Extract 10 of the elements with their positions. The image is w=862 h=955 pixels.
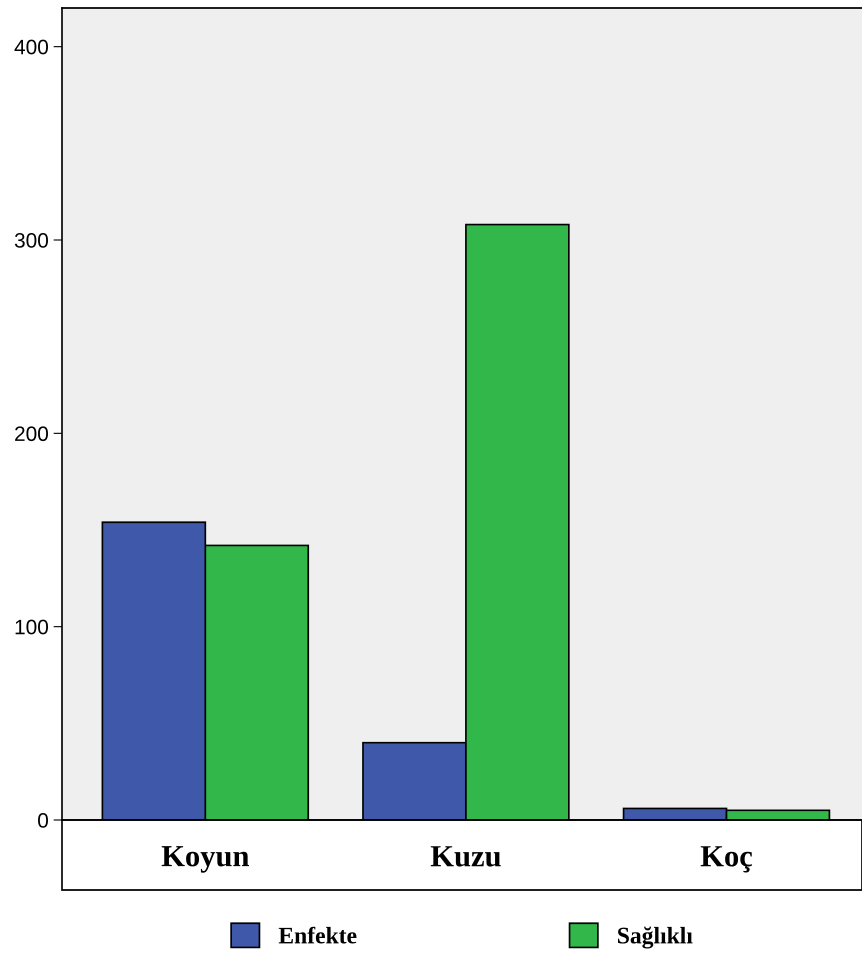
legend-label: Enfekte (278, 926, 356, 944)
y-tick-label: 300 (14, 233, 48, 248)
y-tick-label: 200 (15, 426, 48, 442)
legend-label: Sağlıklı (618, 926, 693, 949)
y-tick-label: 100 (16, 620, 48, 634)
x-tick-label: Koç (700, 846, 752, 872)
y-tick-label: 0 (38, 813, 48, 828)
x-tick-label: Kuzu (430, 846, 501, 867)
y-tick-label: 400 (14, 40, 48, 54)
x-tick-label: Koyun (162, 846, 250, 873)
